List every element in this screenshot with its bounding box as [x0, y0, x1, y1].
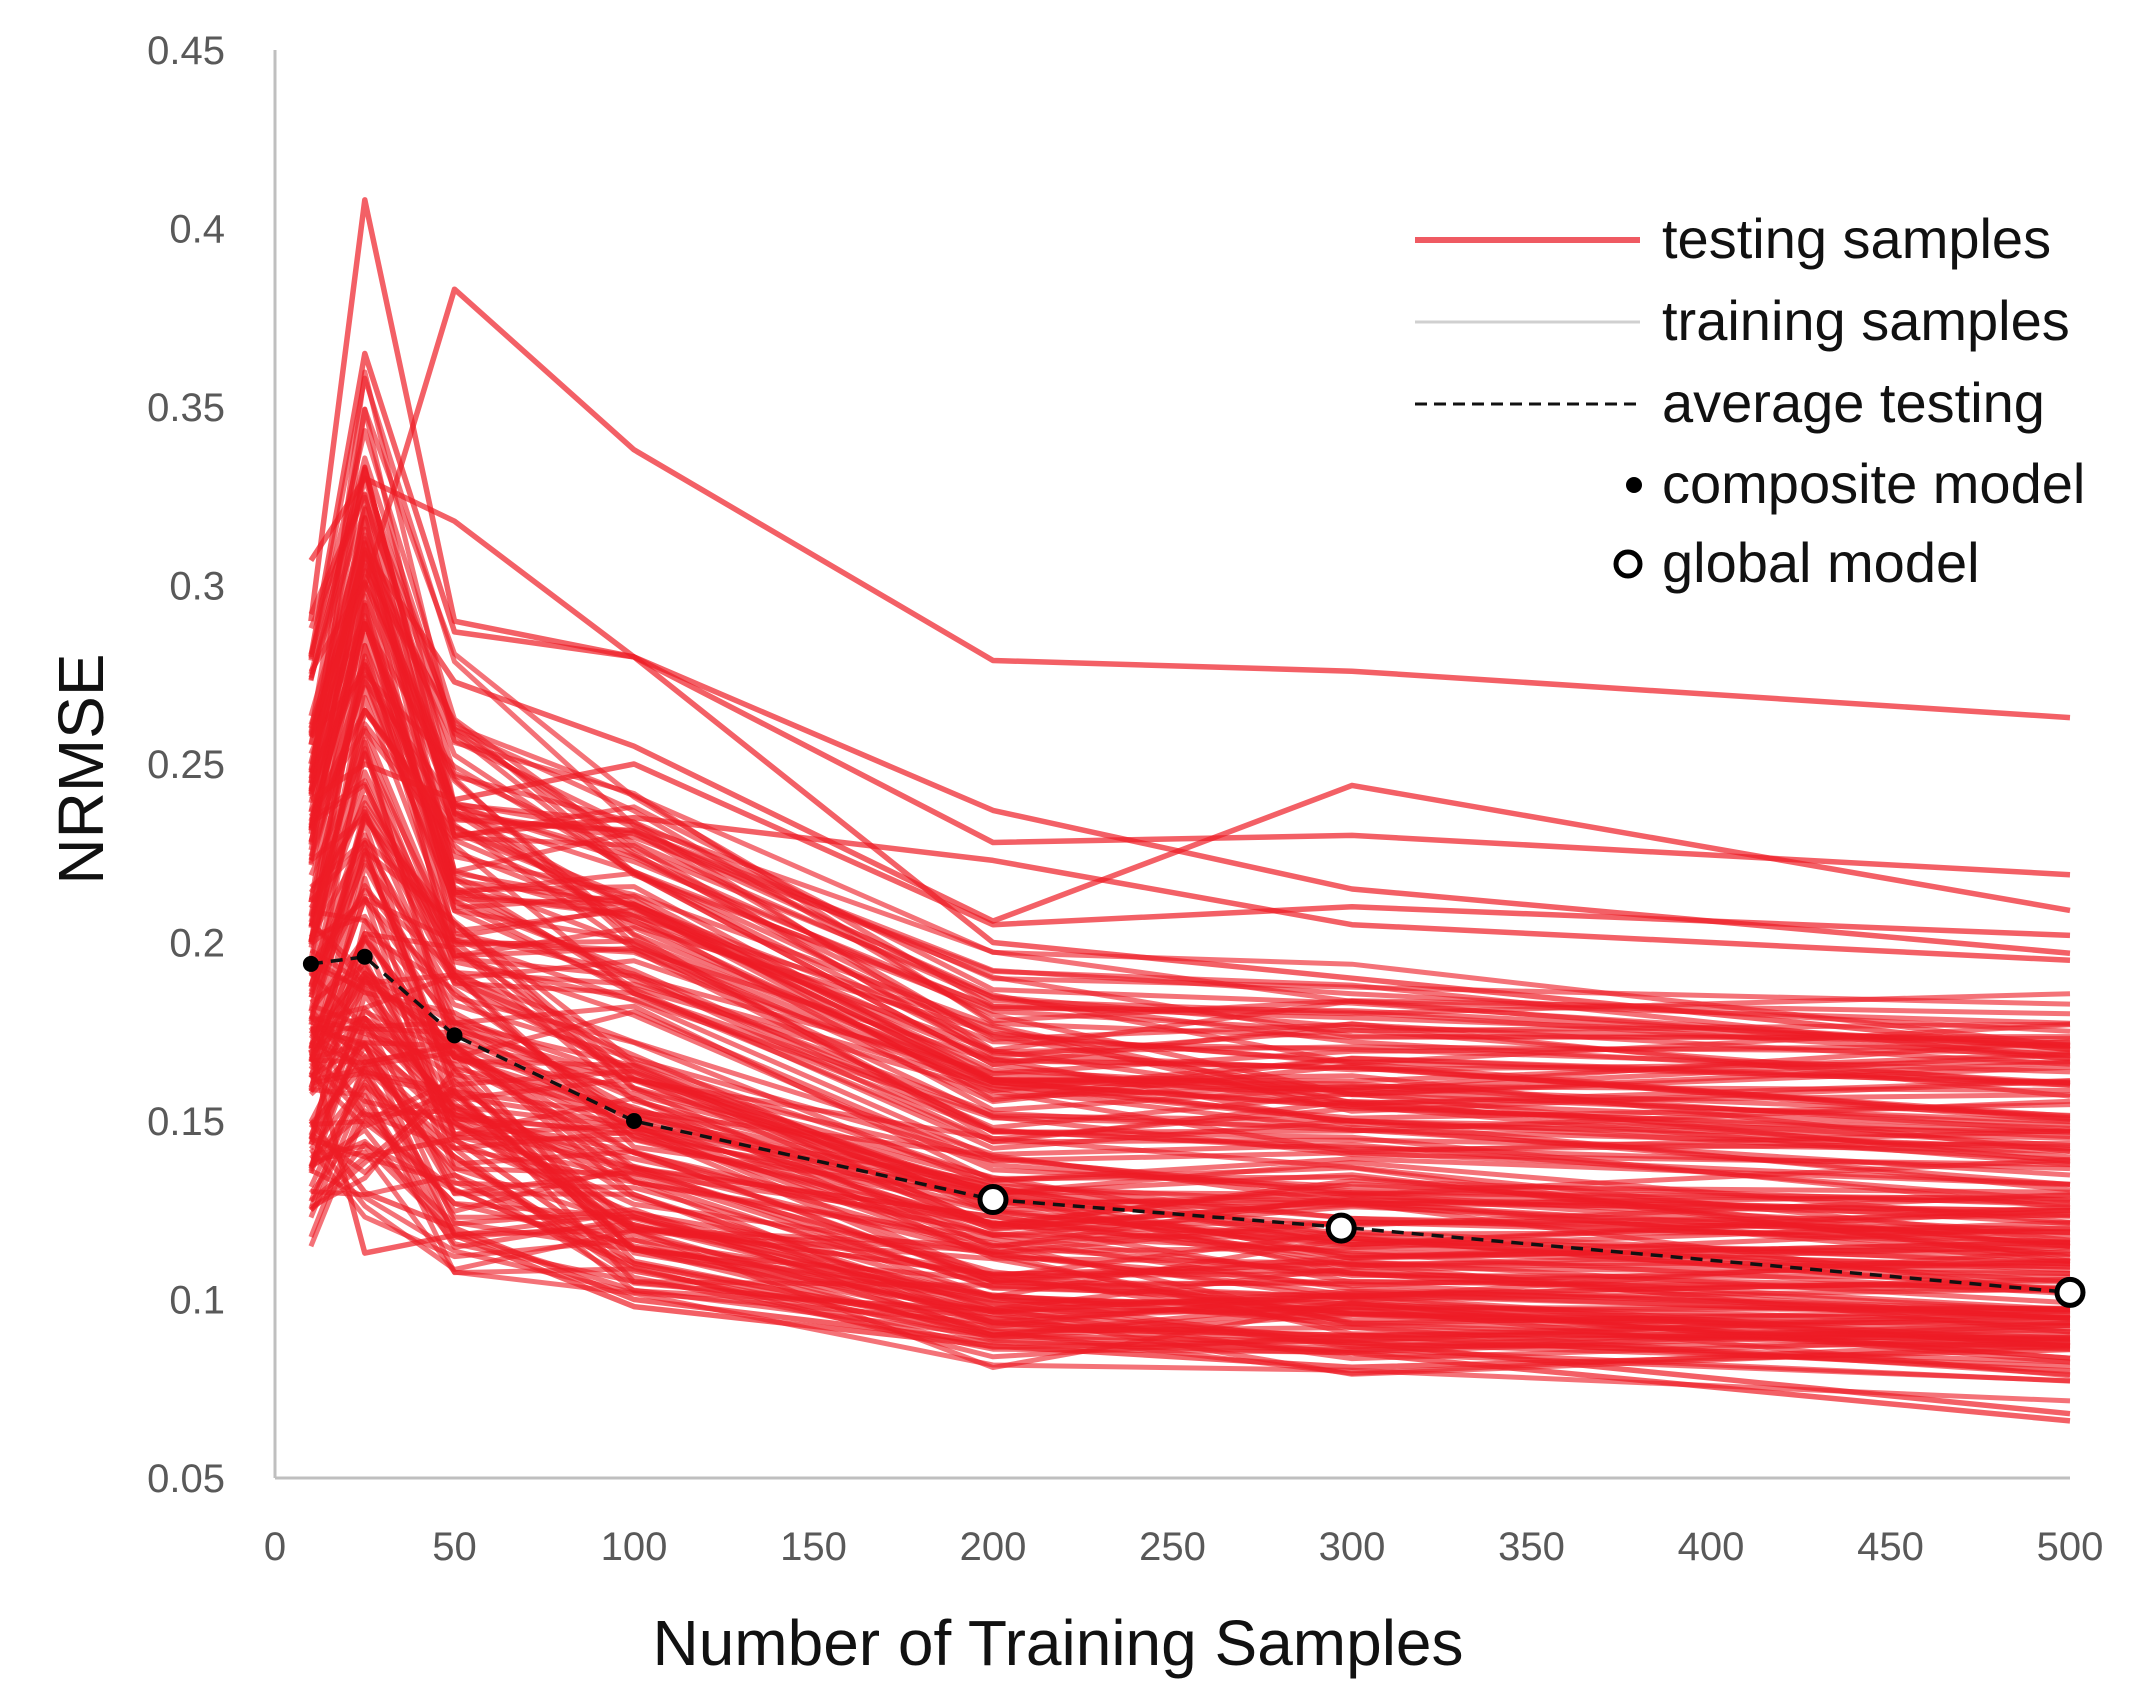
x-axis-title: Number of Training Samples — [652, 1607, 1463, 1679]
testing-sample-line — [308, 613, 2071, 1084]
testing-sample-line — [308, 769, 2071, 1168]
testing-sample-line — [309, 1083, 2071, 1313]
axes — [273, 50, 2070, 1480]
testing-sample-line — [308, 832, 2071, 1188]
y-tick-label: 0.45 — [147, 29, 225, 73]
x-tick-label: 250 — [1139, 1525, 1206, 1569]
testing-sample-line — [308, 406, 2071, 1017]
testing-sample-line — [308, 1147, 2071, 1349]
global-model-point — [2054, 1276, 2086, 1308]
y-tick-label: 0.35 — [147, 386, 225, 430]
average-testing-group — [302, 948, 2086, 1308]
legend-label-composite-model: composite model — [1662, 452, 2085, 515]
legend-label-training-samples: training samples — [1662, 289, 2070, 352]
testing-sample-line — [308, 350, 2071, 878]
testing-sample-line — [308, 794, 2071, 1198]
testing-sample-line — [308, 721, 2071, 1118]
testing-sample-line — [308, 809, 2071, 1225]
testing-sample-line — [308, 965, 2071, 1265]
y-tick-label: 0.15 — [147, 1100, 225, 1144]
composite-model-point — [356, 948, 373, 965]
y-tick-label: 0.25 — [147, 743, 225, 787]
legend-label-testing-samples: testing samples — [1662, 207, 2051, 270]
x-tick-label: 100 — [601, 1525, 668, 1569]
testing-sample-line — [308, 936, 2071, 1276]
x-tick-label: 0 — [264, 1525, 286, 1569]
testing-sample-line — [308, 751, 2071, 1204]
testing-sample-line — [308, 559, 2071, 1086]
legend: testing samples training samples average t… — [1415, 207, 2085, 594]
testing-sample-line — [308, 428, 2071, 1048]
y-tick-label: 0.3 — [169, 565, 225, 609]
y-tick-label: 0.4 — [169, 208, 225, 252]
testing-sample-line — [308, 800, 2071, 1178]
x-tick-label: 350 — [1498, 1525, 1565, 1569]
testing-sample-line — [310, 1040, 2071, 1312]
testing-sample-line — [308, 547, 2071, 924]
testing-sample-line — [309, 761, 2071, 939]
testing-sample-line — [308, 643, 2071, 1140]
y-axis-title: NRMSE — [45, 653, 117, 884]
testing-sample-line — [308, 1082, 2071, 1417]
testing-sample-line — [308, 694, 2071, 1211]
legend-swatch-composite-model — [1626, 477, 1642, 493]
x-tick-labels: 0 50 100 150 200 250 300 350 400 450 500 — [264, 1525, 2104, 1569]
y-tick-label: 0.2 — [169, 922, 225, 966]
y-tick-labels: 0.05 0.1 0.15 0.2 0.25 0.3 0.35 0.4 0.45 — [147, 29, 225, 1501]
testing-sample-line — [308, 707, 2071, 964]
legend-label-average-testing: average testing — [1662, 371, 2045, 434]
composite-model-point — [302, 955, 319, 972]
x-tick-label: 300 — [1319, 1525, 1386, 1569]
testing-sample-line — [308, 674, 2071, 1163]
legend-swatch-global-model — [1613, 549, 1643, 579]
testing-sample-line — [308, 970, 2071, 1229]
testing-sample-line — [308, 859, 2071, 1213]
testing-sample-line — [308, 369, 2071, 1040]
testing-sample-line — [310, 1136, 2071, 1374]
testing-sample-line — [308, 286, 2071, 730]
testing-sample-line — [308, 1005, 2071, 1346]
x-tick-label: 500 — [2037, 1525, 2104, 1569]
x-tick-label: 450 — [1857, 1525, 1924, 1569]
x-tick-label: 150 — [780, 1525, 847, 1569]
legend-label-global-model: global model — [1662, 531, 1980, 594]
composite-model-point — [626, 1113, 642, 1129]
testing-sample-line — [308, 1048, 2071, 1371]
x-tick-label: 400 — [1678, 1525, 1745, 1569]
testing-sample-line — [308, 621, 2071, 1124]
testing-sample-line — [308, 464, 2071, 1062]
testing-sample-line — [308, 1119, 2071, 1424]
global-model-point — [977, 1184, 1009, 1216]
y-tick-label: 0.05 — [147, 1457, 225, 1501]
testing-sample-line — [308, 847, 2071, 1260]
x-tick-label: 50 — [432, 1525, 477, 1569]
composite-model-point — [446, 1027, 463, 1044]
global-model-point — [1325, 1212, 1357, 1244]
x-tick-label: 200 — [960, 1525, 1027, 1569]
y-tick-label: 0.1 — [169, 1279, 225, 1323]
